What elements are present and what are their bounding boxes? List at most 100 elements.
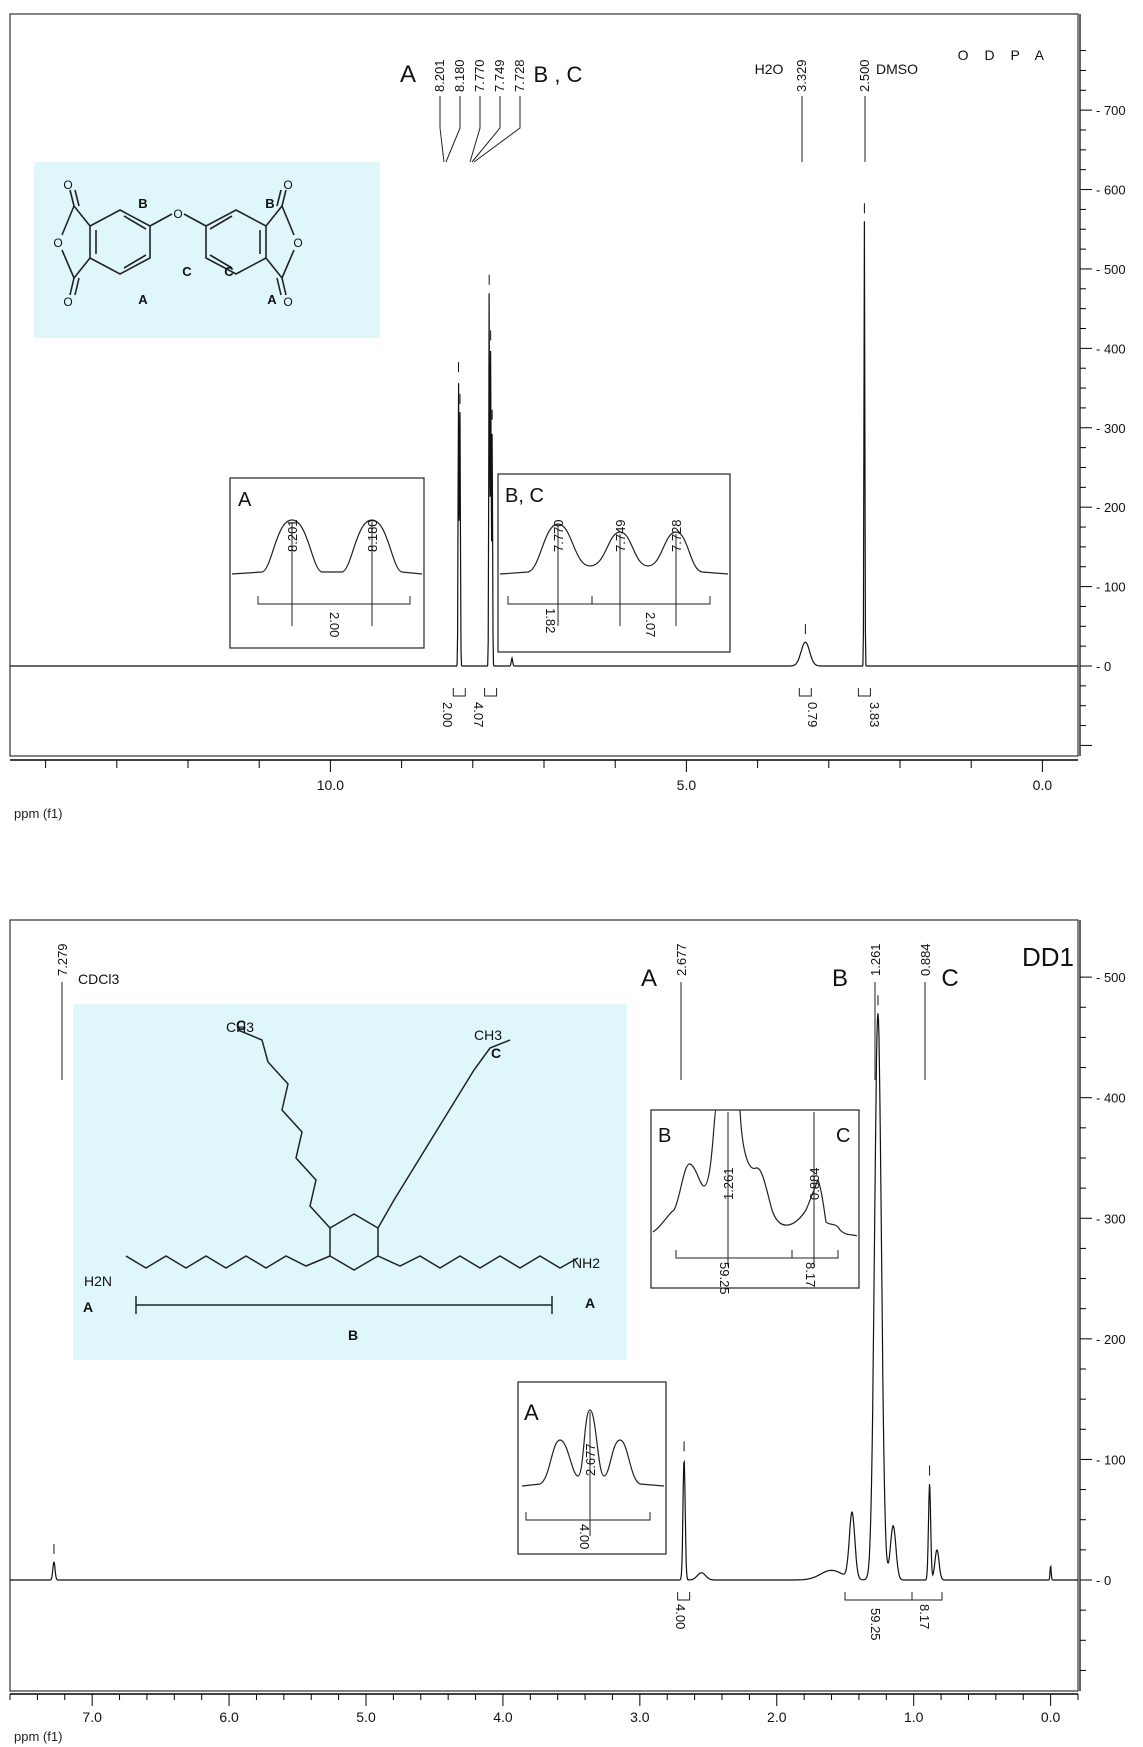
odpa-structure-atoms: O O O O O O O xyxy=(53,178,302,309)
dd1-integral-value-b: 59.25 xyxy=(868,1608,883,1641)
odpa-structure-box xyxy=(34,162,380,338)
y-tick-label: - 300 xyxy=(1096,1211,1126,1226)
y-tick-label: - 400 xyxy=(1096,1091,1126,1106)
oxygen-atom-2: O xyxy=(53,236,62,250)
odpa-spectrum-panel: 10.0 5.0 0.0 - 700 - 600 - 500 - 400 - 300 - 20… xyxy=(9,13,1126,821)
x-tick-label: 5.0 xyxy=(677,777,697,793)
odpa-inset-a-trace xyxy=(231,519,423,575)
dd1-x-axis-label: ppm (f1) xyxy=(14,1729,62,1744)
dd1-y-ticks: - 500 - 400 - 300 - 200 - 100 - 0 xyxy=(1080,970,1126,1671)
y-tick-label: - 500 xyxy=(1096,970,1126,985)
dd1-peak-label-1261: 1.261 xyxy=(868,943,883,976)
dd1-inset-bc-peak-c: 0.884 xyxy=(807,1167,822,1200)
integral-bracket xyxy=(677,1592,691,1601)
odpa-structure-bonds xyxy=(61,189,295,296)
structure-label-c-right: C xyxy=(224,264,234,279)
odpa-group-label-bc: B , C xyxy=(534,62,583,87)
dd1-group-label-b: B xyxy=(832,965,848,992)
odpa-y-ticks: - 700 - 600 - 500 - 400 - 300 - 200 - 100 - 0 xyxy=(1080,50,1126,746)
structure-label-a-right: A xyxy=(267,292,277,307)
y-tick-label: - 300 xyxy=(1096,421,1126,436)
odpa-inset-a-integral: 2.00 xyxy=(327,612,342,637)
dd1-inset-bc-frame xyxy=(650,1109,860,1289)
odpa-inset-bc-trace xyxy=(499,523,729,575)
dd1-group-ch3-right: CH3 xyxy=(474,1027,502,1043)
dd1-inset-a-bracket xyxy=(525,1512,651,1521)
oxygen-atom-3: O xyxy=(63,295,72,309)
odpa-peak-label-2500: 2.500 xyxy=(857,59,872,92)
oxygen-atom-1: O xyxy=(63,178,72,192)
dd1-structure-label-c-left: C xyxy=(236,1017,246,1033)
x-tick-label: 2.0 xyxy=(767,1709,787,1725)
integral-bracket xyxy=(452,688,466,697)
dd1-structure-label-c-right: C xyxy=(491,1045,501,1061)
dd1-inset-bc-bracket xyxy=(675,1250,839,1259)
odpa-title: O D P A xyxy=(958,47,1050,63)
y-tick-label: - 200 xyxy=(1096,1332,1126,1347)
dd1-title: DD1 xyxy=(1022,942,1074,972)
dd1-structure-label-a-left: A xyxy=(83,1299,93,1315)
structure-label-b-left: B xyxy=(138,196,147,211)
dd1-inset-a-trace xyxy=(521,1409,665,1487)
odpa-spectrum xyxy=(10,203,1078,667)
dd1-structure-groups: CH3 CH3 H2N NH2 xyxy=(84,1019,600,1289)
dd1-inset-a-integral: 4.00 xyxy=(577,1524,592,1549)
dd1-inset-a-label: A xyxy=(524,1400,539,1425)
odpa-inset-bc: B, C 7.770 7.749 7.728 1.82 2.07 xyxy=(497,473,731,653)
odpa-solvent-dmso: DMSO xyxy=(876,61,918,77)
dd1-peak-label-7279: 7.279 xyxy=(55,943,70,976)
oxygen-atom-7: O xyxy=(283,295,292,309)
integral-bracket xyxy=(798,688,812,697)
odpa-integral-value-bc: 4.07 xyxy=(471,702,486,727)
x-tick-label: 0.0 xyxy=(1041,1709,1061,1725)
odpa-inset-a-label: A xyxy=(238,489,252,511)
dd1-inset-a: A 2.677 4.00 xyxy=(517,1381,667,1555)
odpa-inset-bc-peak-2: 7.749 xyxy=(613,519,628,552)
dd1-inset-bc: B C 1.261 0.884 59.25 8.17 xyxy=(650,1109,860,1295)
odpa-label-leaders xyxy=(439,96,866,163)
y-tick-label: - 100 xyxy=(1096,1452,1126,1467)
dd1-peak-labels: 7.279 2.677 1.261 0.884 xyxy=(55,943,933,976)
odpa-inset-a-peak-2: 8.180 xyxy=(365,519,380,552)
odpa-peak-labels: 8.201 8.180 7.770 7.749 7.728 3.329 2.50… xyxy=(432,59,872,92)
x-tick-label: 5.0 xyxy=(356,1709,376,1725)
x-tick-label: 7.0 xyxy=(82,1709,102,1725)
dd1-inset-bc-label-b: B xyxy=(658,1125,671,1147)
dd1-group-label-c: C xyxy=(941,965,958,992)
dd1-structure-span-bar xyxy=(135,1296,553,1314)
spectrum-trace xyxy=(10,1013,1078,1581)
odpa-solvent-h2o: H2O xyxy=(755,61,784,77)
odpa-integral-value-h2o: 0.79 xyxy=(805,702,820,727)
y-tick-label: - 700 xyxy=(1096,103,1126,118)
x-tick-label: 6.0 xyxy=(219,1709,239,1725)
x-tick-label: 1.0 xyxy=(904,1709,924,1725)
dd1-inset-a-peak: 2.677 xyxy=(583,1443,598,1476)
dd1-group-nh2: NH2 xyxy=(572,1255,600,1271)
dd1-structure-bonds xyxy=(125,1029,579,1271)
odpa-x-ticks: 10.0 5.0 0.0 xyxy=(45,760,1052,793)
dd1-spectrum xyxy=(10,995,1078,1581)
y-tick-label: - 500 xyxy=(1096,262,1126,277)
y-tick-label: - 0 xyxy=(1096,659,1111,674)
dd1-inset-bc-trace xyxy=(652,1109,858,1237)
odpa-inset-bc-integral-2: 2.07 xyxy=(643,612,658,637)
odpa-inset-a-frame xyxy=(229,477,425,649)
dd1-inset-bc-peak-b: 1.261 xyxy=(721,1167,736,1200)
dd1-integral-value-a: 4.00 xyxy=(673,1604,688,1629)
odpa-peak-label-7728: 7.728 xyxy=(512,59,527,92)
dd1-x-ticks: 7.0 6.0 5.0 4.0 3.0 2.0 1.0 0.0 xyxy=(9,1694,1079,1725)
spectrum-trace xyxy=(10,221,1078,667)
structure-label-c-left: C xyxy=(182,264,192,279)
oxygen-atom-6: O xyxy=(293,236,302,250)
structure-label-b-right: B xyxy=(265,196,274,211)
x-tick-label: 4.0 xyxy=(493,1709,513,1725)
odpa-x-axis-label: ppm (f1) xyxy=(14,806,62,821)
odpa-inset-bc-bracket-1 xyxy=(507,596,593,605)
odpa-inset-bc-peak-1: 7.770 xyxy=(551,519,566,552)
oxygen-atom-5: O xyxy=(283,178,292,192)
y-tick-label: - 400 xyxy=(1096,341,1126,356)
dd1-label-leaders xyxy=(61,982,926,1080)
odpa-integral-value-a: 2.00 xyxy=(440,702,455,727)
dd1-inset-a-frame xyxy=(517,1381,667,1555)
